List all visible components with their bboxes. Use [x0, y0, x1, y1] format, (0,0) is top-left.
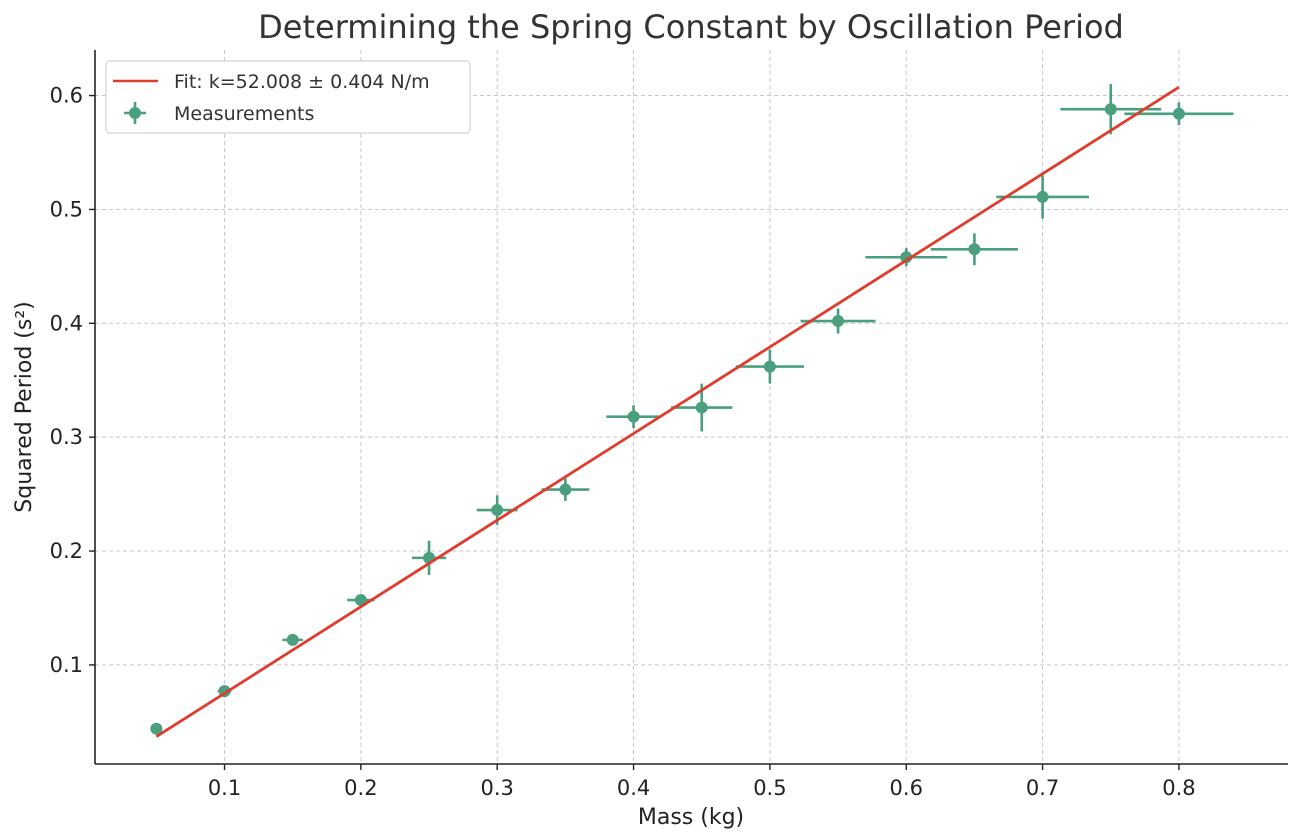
- x-tick-label: 0.3: [481, 776, 514, 800]
- legend-fit-label: Fit: k=52.008 ± 0.404 N/m: [174, 71, 430, 93]
- y-tick-label: 0.6: [50, 84, 83, 108]
- legend: Fit: k=52.008 ± 0.404 N/m Measurements: [105, 60, 471, 134]
- measurement-marker: [354, 594, 367, 607]
- measurement-marker: [491, 504, 504, 517]
- x-axis-ticks: 0.1 0.2 0.3 0.4 0.5 0.6 0.7 0.8: [208, 764, 1196, 800]
- fit-line-layer: [155, 86, 1180, 738]
- measurement-point: [1124, 102, 1234, 126]
- measurement-marker: [968, 243, 981, 256]
- measurement-point: [996, 175, 1089, 219]
- y-tick-label: 0.3: [50, 425, 83, 449]
- legend-box: [105, 60, 471, 134]
- legend-measurement-label: Measurements: [174, 103, 314, 125]
- y-tick-label: 0.2: [50, 539, 83, 563]
- measurement-points-layer: [150, 84, 1234, 735]
- x-tick-label: 0.4: [617, 776, 650, 800]
- x-tick-label: 0.2: [344, 776, 377, 800]
- x-tick-label: 0.5: [753, 776, 786, 800]
- fit-line: [155, 86, 1180, 738]
- measurement-marker: [1036, 190, 1049, 203]
- measurement-point: [930, 233, 1019, 266]
- measurement-marker: [1104, 103, 1117, 116]
- x-tick-label: 0.1: [208, 776, 241, 800]
- measurement-point: [541, 478, 590, 501]
- measurement-point: [150, 722, 163, 735]
- measurement-marker: [1172, 107, 1185, 120]
- measurement-marker: [150, 722, 163, 735]
- y-tick-label: 0.1: [50, 653, 83, 677]
- x-tick-label: 0.8: [1162, 776, 1195, 800]
- x-tick-label: 0.7: [1026, 776, 1059, 800]
- x-tick-label: 0.6: [890, 776, 923, 800]
- y-tick-label: 0.4: [50, 311, 83, 335]
- measurement-marker: [695, 401, 708, 414]
- x-axis-title: Mass (kg): [638, 805, 744, 830]
- measurement-marker: [627, 410, 640, 423]
- chart-title: Determining the Spring Constant by Oscil…: [258, 8, 1124, 46]
- measurement-marker: [900, 251, 913, 264]
- y-tick-label: 0.5: [50, 197, 83, 221]
- measurement-point: [282, 633, 303, 646]
- measurement-marker: [832, 315, 845, 328]
- measurement-marker: [763, 360, 776, 373]
- y-axis-ticks: 0.1 0.2 0.3 0.4 0.5 0.6: [50, 84, 95, 677]
- measurement-point: [735, 349, 804, 384]
- grid-lines: [95, 50, 1288, 764]
- y-axis-title: Squared Period (s²): [12, 301, 37, 512]
- legend-measurement-marker: [129, 107, 141, 119]
- measurement-marker: [286, 633, 299, 646]
- measurement-point: [865, 248, 948, 267]
- measurement-marker: [559, 483, 572, 496]
- measurement-point: [606, 405, 661, 429]
